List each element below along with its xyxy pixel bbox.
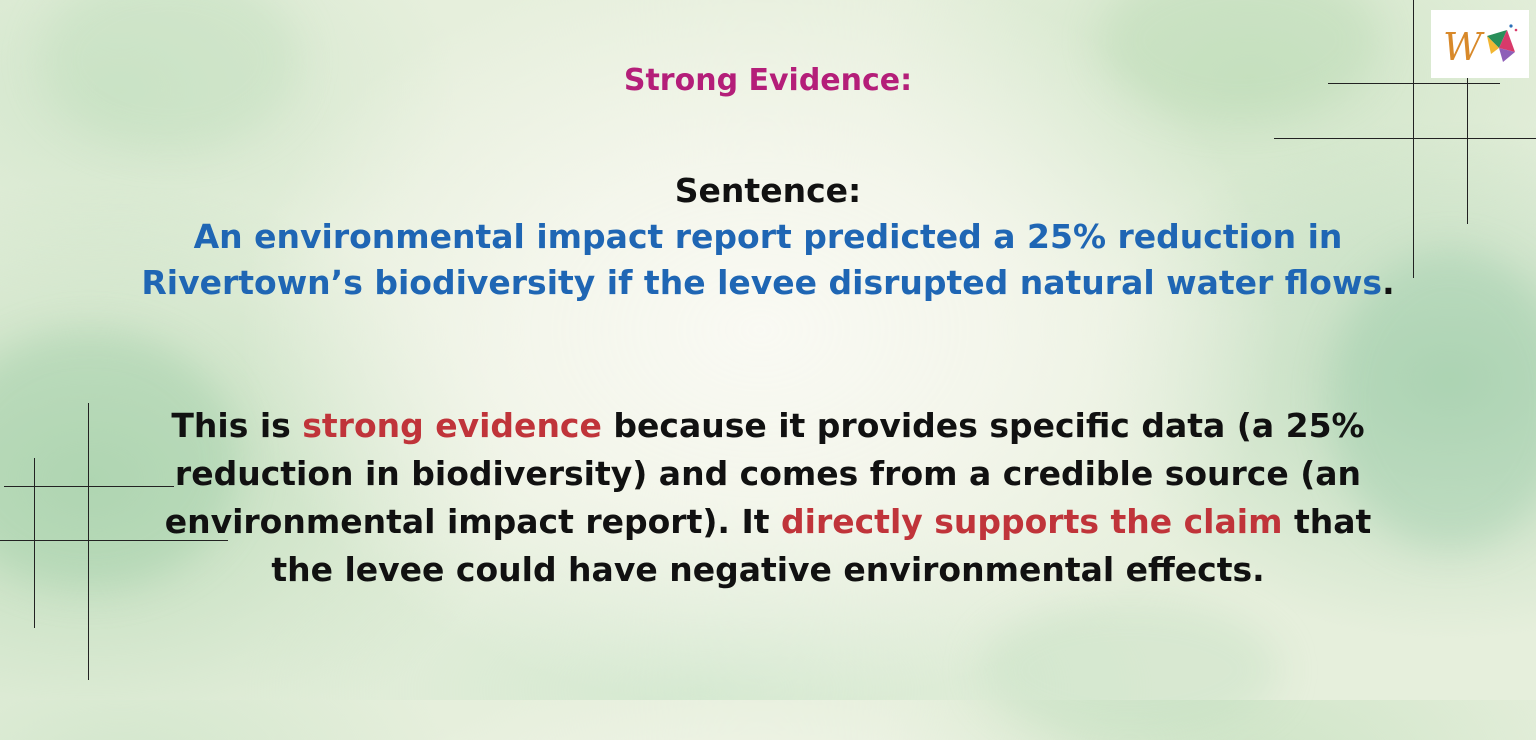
decorative-line [4, 486, 174, 487]
brand-logo: W [1431, 10, 1529, 78]
logo-mark-icon: W [1443, 24, 1518, 69]
page-title: Strong Evidence: [623, 63, 913, 98]
highlight-strong-evidence: strong evidence [302, 406, 602, 445]
evidence-card: Strong Evidence: Sentence: An environmen… [130, 63, 1406, 594]
logo-letter: W [1443, 25, 1485, 69]
decorative-line [0, 540, 228, 541]
decorative-line [1467, 78, 1468, 224]
decorative-line [88, 403, 89, 680]
sentence-label: Sentence: [674, 171, 862, 210]
evidence-explanation: This is strong evidence because it provi… [130, 402, 1406, 594]
explanation-text: This is [171, 406, 303, 445]
explanation-text: because it provides specific data (a 25%… [164, 406, 1365, 541]
evidence-sentence: An environmental impact report predicted… [140, 214, 1396, 306]
decorative-line [1274, 138, 1536, 139]
decorative-line [1413, 0, 1414, 278]
evidence-sentence-text: An environmental impact report predicted… [141, 217, 1383, 302]
decorative-line [1328, 83, 1500, 84]
decorative-line [34, 458, 35, 628]
evidence-sentence-period: . [1382, 263, 1395, 302]
explanation-text: that the levee could have negative envir… [271, 502, 1372, 589]
highlight-supports-claim: directly supports the claim [781, 502, 1283, 541]
